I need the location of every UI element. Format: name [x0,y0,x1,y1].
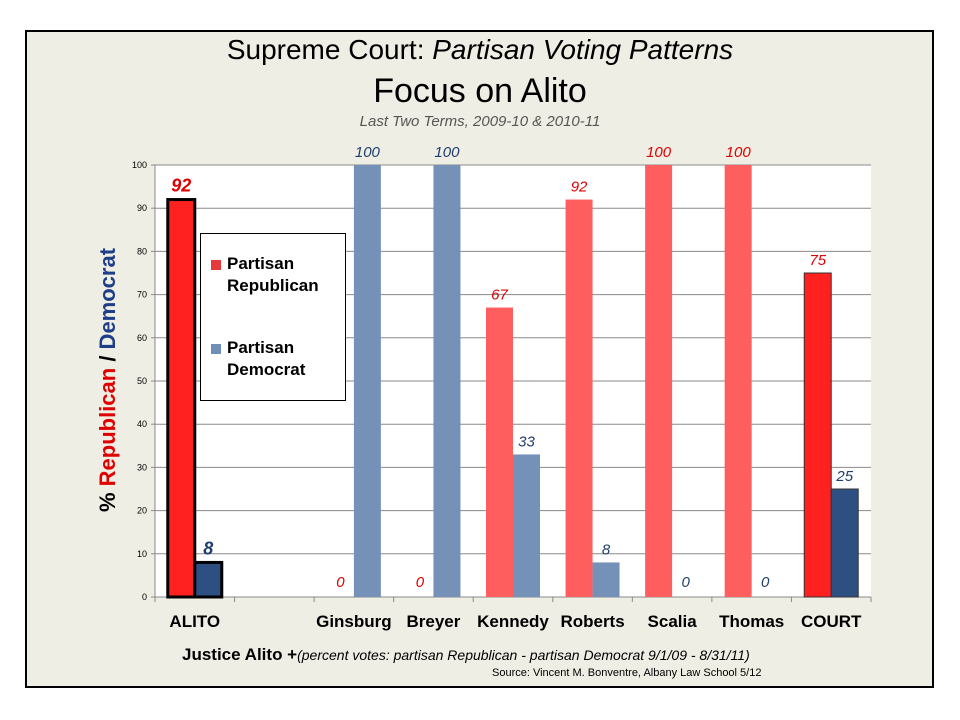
y-tick-label: 60 [137,333,147,343]
data-label: 100 [646,144,672,161]
bar-democrat [193,560,224,599]
data-label: 100 [726,144,752,161]
bar-republican [166,198,197,599]
legend-rep-line1: Partisan [227,254,295,273]
y-tick-label: 70 [137,290,147,300]
bar-democrat [592,562,620,597]
y-tick-label: 10 [137,549,147,559]
legend-dem-line2: Democrat [227,360,306,379]
legend-rep-line2: Republican [227,276,319,295]
y-tick-label: 40 [137,419,147,429]
data-label: 92 [171,176,191,196]
x-category-label: ALITO [169,612,220,631]
chart-subtitle: Focus on Alito [373,72,587,110]
data-label: 75 [809,252,826,269]
bar-republican [565,199,593,597]
x-category-label: Roberts [560,612,624,631]
legend: Partisan Republican Partisan Democrat [200,233,346,401]
x-category-label: Thomas [719,612,784,631]
x-axis-title: Justice Alito +(percent votes: partisan … [182,645,750,665]
y-tick-label: 50 [137,376,147,386]
data-label: 100 [355,144,381,161]
data-label: 0 [761,574,770,591]
data-label: 33 [518,433,535,450]
x-title-detail: (percent votes: partisan Republican - pa… [297,647,750,663]
data-label: 8 [602,541,611,558]
bar-republican [724,165,752,597]
x-category-label: Ginsburg [316,612,392,631]
bar-republican [486,307,513,597]
legend-swatch-democrat [211,344,221,354]
legend-swatch-republican [211,260,221,270]
chart-subtitle-terms: Last Two Terms, 2009-10 & 2010-11 [359,113,601,130]
data-label: 0 [416,574,425,591]
title-part-2: Partisan Voting Patterns [432,34,734,65]
bar-republican [645,165,673,597]
data-label: 8 [203,538,213,558]
data-label: 100 [434,144,460,161]
source-note: Source: Vincent M. Bonventre, Albany Law… [492,667,762,679]
x-category-label: Kennedy [477,612,549,631]
bar-democrat [353,165,381,597]
data-label: 0 [681,574,690,591]
bar-democrat [830,488,859,598]
bar-democrat [433,165,461,597]
x-category-label: Scalia [648,612,698,631]
title-part-1: Supreme Court: [226,34,433,65]
x-category-label: COURT [801,612,862,631]
y-tick-label: 100 [132,160,147,170]
y-tick-label: 80 [137,246,147,256]
y-tick-label: 0 [142,592,147,602]
data-label: 0 [336,574,345,591]
x-title-bold: Justice Alito + [182,645,298,664]
y-tick-label: 30 [137,462,147,472]
bar-democrat [513,454,540,597]
y-tick-label: 20 [137,506,147,516]
x-category-label: Breyer [407,612,461,631]
data-label: 25 [835,468,853,485]
data-label: 67 [491,287,508,304]
bar-republican [803,272,832,598]
chart-title: Supreme Court: Partisan Voting Patterns [0,34,960,66]
y-tick-label: 90 [137,203,147,213]
legend-dem-line1: Partisan [227,338,295,357]
data-label: 92 [571,179,588,196]
